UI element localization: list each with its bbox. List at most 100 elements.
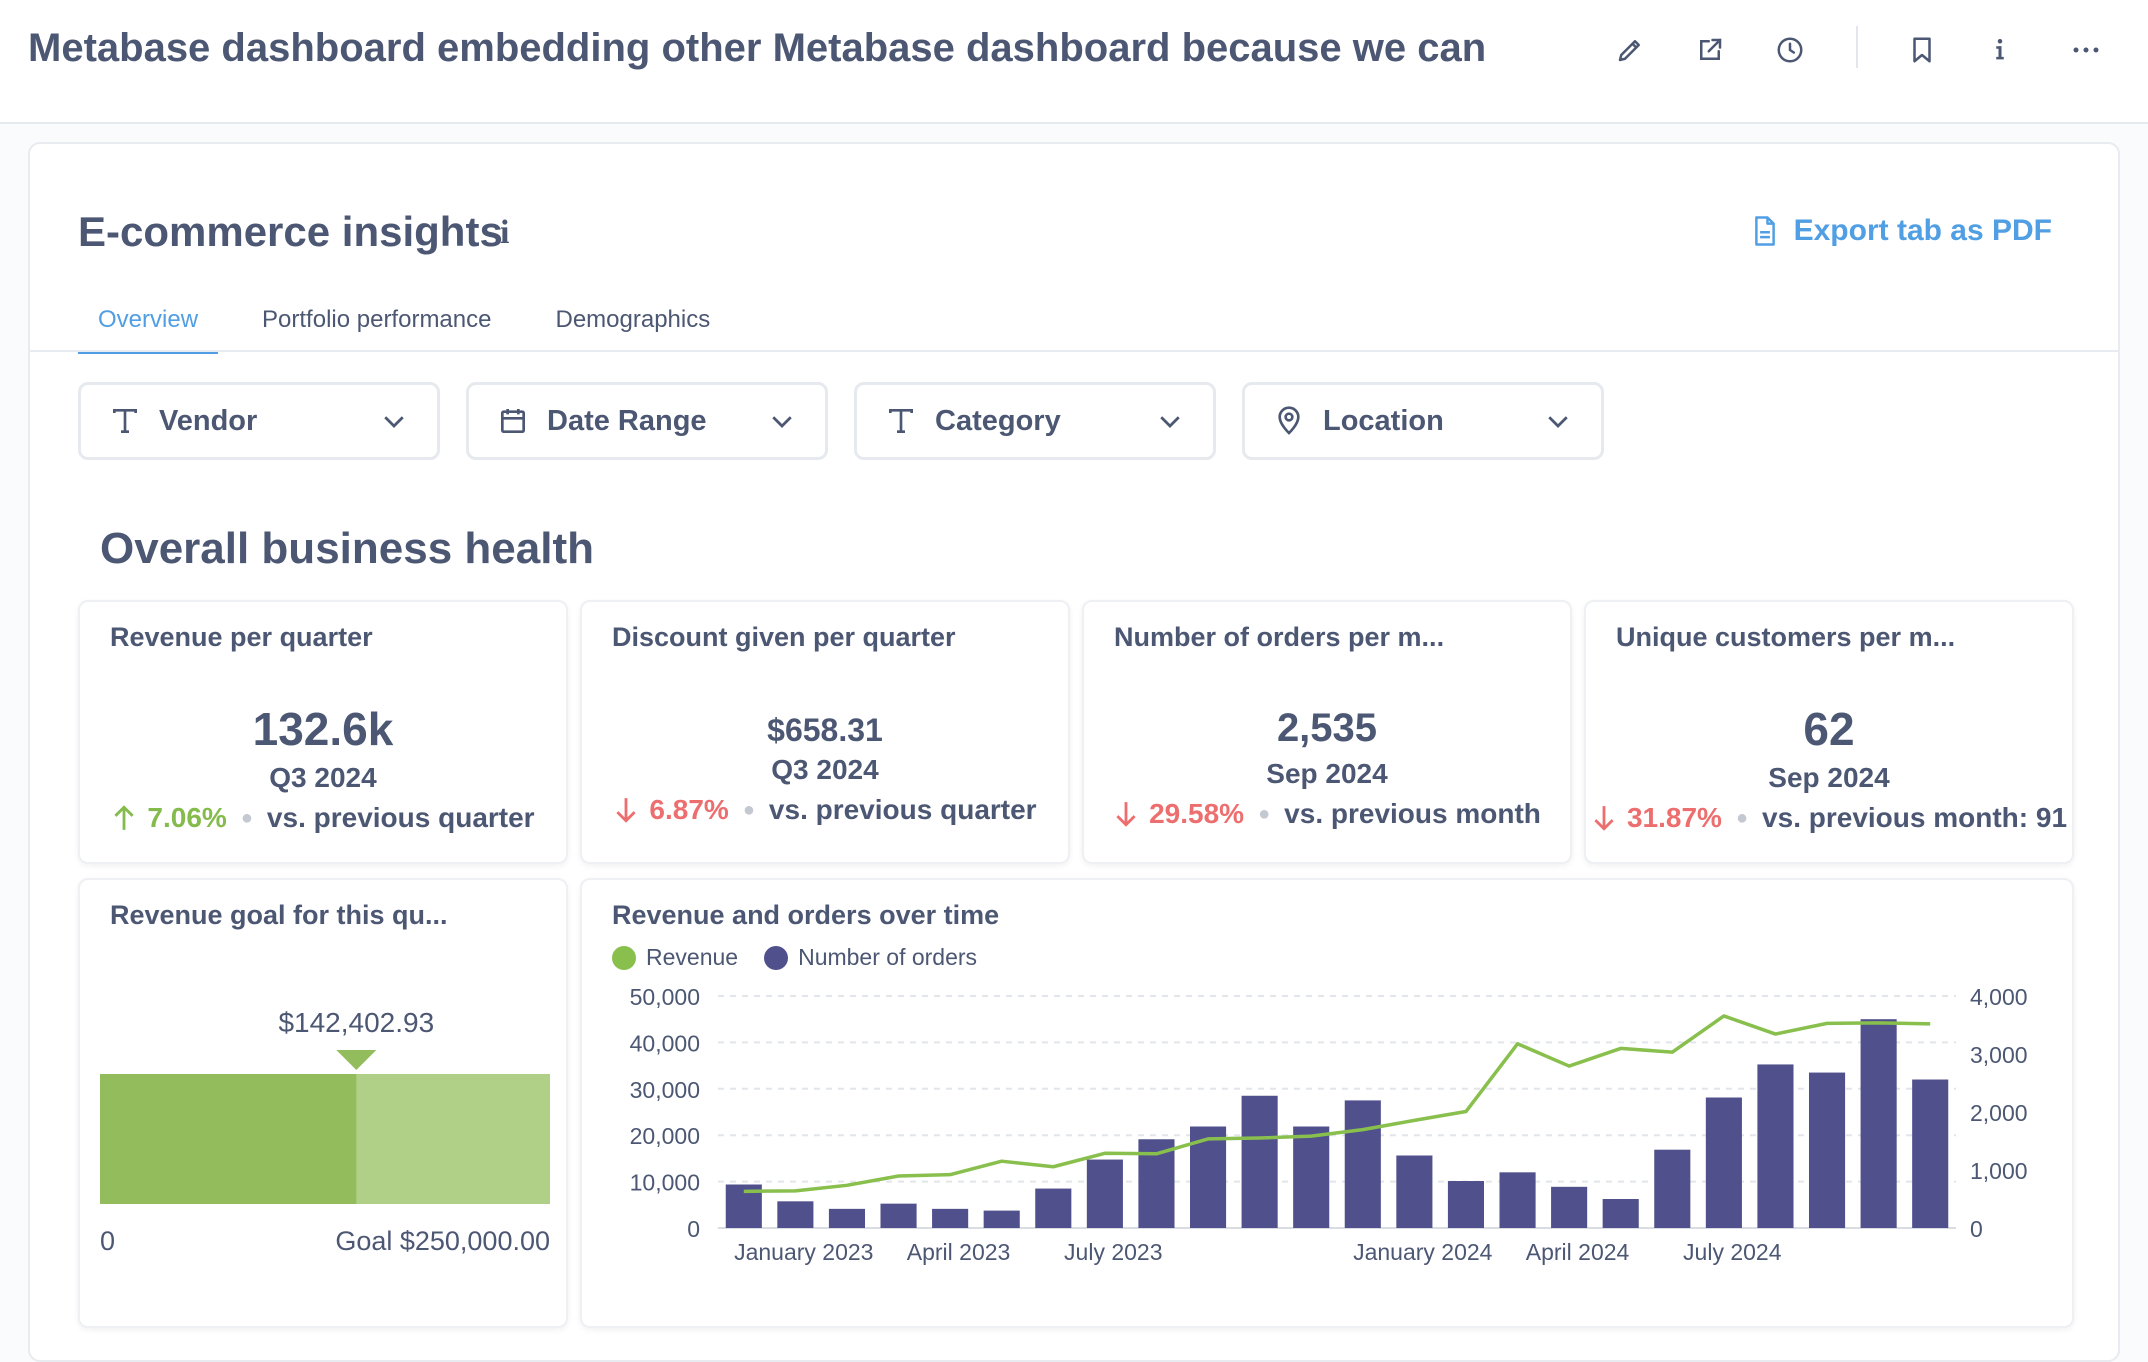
kpi-card-discount[interactable]: Discount given per quarter $658.31 Q3 20… [580, 600, 1070, 864]
tab-divider [30, 350, 2118, 352]
filter-category[interactable]: Category [854, 382, 1216, 460]
goal-title: Revenue goal for this qu... [110, 900, 448, 930]
tab-overview[interactable]: Overview [78, 300, 219, 354]
goal-marker-icon [336, 1050, 377, 1070]
pencil-icon[interactable] [1606, 26, 1654, 74]
clock-icon[interactable] [1766, 26, 1814, 74]
kpi-card-revenue[interactable]: Revenue per quarter 132.6k Q3 2024 7.06%… [78, 600, 568, 864]
separator-dot: ● [1735, 806, 1749, 829]
orders-bar [1705, 1097, 1742, 1228]
export-pdf-label: Export tab as PDF [1793, 214, 2052, 247]
kpi-card-customers[interactable]: Unique customers per m... 62 Sep 2024 31… [1584, 600, 2074, 864]
orders-bar [1860, 1019, 1897, 1228]
kpi-card-orders[interactable]: Number of orders per m... 2,535 Sep 2024… [1082, 600, 1572, 864]
chart-title: Revenue and orders over time [612, 900, 1000, 930]
arrow-down-icon [1116, 802, 1136, 827]
legend-label: Number of orders [798, 944, 978, 970]
legend-item-revenue[interactable]: Revenue [612, 944, 738, 971]
goal-progress-card[interactable]: Revenue goal for this qu... $142,402.93 0… [78, 878, 568, 1328]
y-right-tick-label: 4,000 [1970, 984, 2028, 1010]
location-pin-icon [1273, 405, 1305, 437]
orders-bar [932, 1208, 969, 1228]
orders-bar [777, 1201, 814, 1228]
x-tick-label: January 2024 [1353, 1239, 1493, 1265]
embedded-dashboard-card: E-commerce insights i Export tab as PDF … [28, 142, 2120, 1362]
kpi-period: Q3 2024 [771, 754, 879, 785]
separator-dot: ● [1258, 802, 1271, 825]
section-heading: Overall business health [100, 524, 594, 573]
filter-label: Category [935, 404, 1061, 437]
y-left-tick-label: 10,000 [630, 1170, 700, 1196]
kpi-change: 29.58% [1149, 798, 1245, 829]
y-right-tick-label: 0 [1970, 1216, 1983, 1242]
x-tick-label: April 2023 [907, 1239, 1011, 1265]
legend-swatch [612, 945, 636, 970]
filter-vendor[interactable]: Vendor [78, 382, 440, 460]
info-icon[interactable] [1976, 26, 2024, 74]
orders-bar [1602, 1199, 1639, 1228]
x-tick-label: July 2023 [1064, 1239, 1162, 1265]
chevron-down-icon [384, 416, 404, 428]
kpi-comparison-label: vs. previous quarter [266, 802, 535, 833]
arrow-up-icon [114, 805, 135, 830]
arrow-down-icon [1594, 806, 1614, 831]
separator-dot: ● [240, 806, 253, 829]
dashboard-info-icon[interactable]: i [500, 214, 510, 251]
tab-bar: Overview Portfolio performance Demograph… [78, 300, 754, 354]
kpi-value: 132.6k [252, 703, 394, 755]
kpi-value: 2,535 [1276, 706, 1378, 750]
y-left-tick-label: 40,000 [630, 1030, 700, 1056]
orders-bar [880, 1203, 917, 1228]
legend-label: Revenue [646, 944, 739, 970]
legend-swatch [764, 945, 789, 970]
tab-portfolio-performance[interactable]: Portfolio performance [262, 306, 492, 333]
embedded-dashboard-title: E-commerce insights [78, 208, 503, 255]
kpi-comparison-label: vs. previous quarter [768, 794, 1037, 825]
dashboard-header: Metabase dashboard embedding other Metab… [0, 0, 2148, 124]
share-icon[interactable] [1686, 26, 1734, 74]
kpi-title: Unique customers per m... [1616, 622, 1956, 652]
legend-item-orders[interactable]: Number of orders [764, 944, 977, 971]
calendar-icon [497, 405, 529, 437]
goal-progress-bar [100, 1074, 357, 1204]
kpi-change: 31.87% [1626, 802, 1722, 833]
revenue-orders-chart: 50,000 40,000 30,000 20,000 10,000 0 4,000 3,00… [630, 984, 2028, 1265]
y-right-tick-label: 2,000 [1970, 1100, 2028, 1126]
kpi-comparison: 31.87% ● vs. previous month: 91 [1586, 802, 2072, 834]
kpi-title: Discount given per quarter [612, 622, 956, 652]
toolbar-divider [1856, 26, 1858, 68]
orders-bar [1086, 1159, 1123, 1228]
kpi-comparison-label: vs. previous month [1284, 798, 1541, 829]
filter-location[interactable]: Location [1242, 382, 1604, 460]
filter-date-range[interactable]: Date Range [466, 382, 828, 460]
chart-legend: Revenue Number of orders [612, 944, 1003, 971]
export-pdf-button[interactable]: Export tab as PDF [1750, 214, 2052, 248]
orders-bar [1396, 1155, 1433, 1228]
kpi-period: Sep 2024 [1266, 758, 1388, 789]
chevron-down-icon [772, 416, 792, 428]
revenue-orders-chart-card[interactable]: Revenue and orders over time Revenue Num… [580, 878, 2074, 1328]
orders-bar [1035, 1188, 1072, 1228]
filter-label: Location [1323, 404, 1444, 437]
orders-bar [1293, 1126, 1330, 1228]
separator-dot: ● [742, 798, 755, 821]
chevron-down-icon [1160, 416, 1180, 428]
orders-bar [983, 1210, 1020, 1228]
kpi-comparison: 6.87% ● vs. previous quarter [582, 794, 1068, 826]
kpi-value: 62 [1803, 703, 1855, 755]
bookmark-icon[interactable] [1898, 26, 1946, 74]
kpi-comparison: 29.58% ● vs. previous month [1084, 798, 1570, 830]
revenue-line [743, 1014, 1931, 1194]
filter-label: Vendor [159, 404, 258, 437]
text-icon [885, 405, 917, 437]
orders-bar [1447, 1181, 1485, 1228]
goal-min-label: 0 [100, 1226, 115, 1256]
tab-demographics[interactable]: Demographics [555, 306, 711, 333]
document-icon [1754, 216, 1775, 246]
more-icon[interactable] [2062, 26, 2110, 74]
orders-bar [1241, 1095, 1278, 1228]
goal-progress-chart: $142,402.93 0 Goal $250,000.00 [100, 1007, 550, 1256]
orders-bar [1808, 1072, 1846, 1228]
goal-current-label: $142,402.93 [278, 1007, 434, 1038]
y-right-tick-label: 3,000 [1970, 1042, 2028, 1068]
